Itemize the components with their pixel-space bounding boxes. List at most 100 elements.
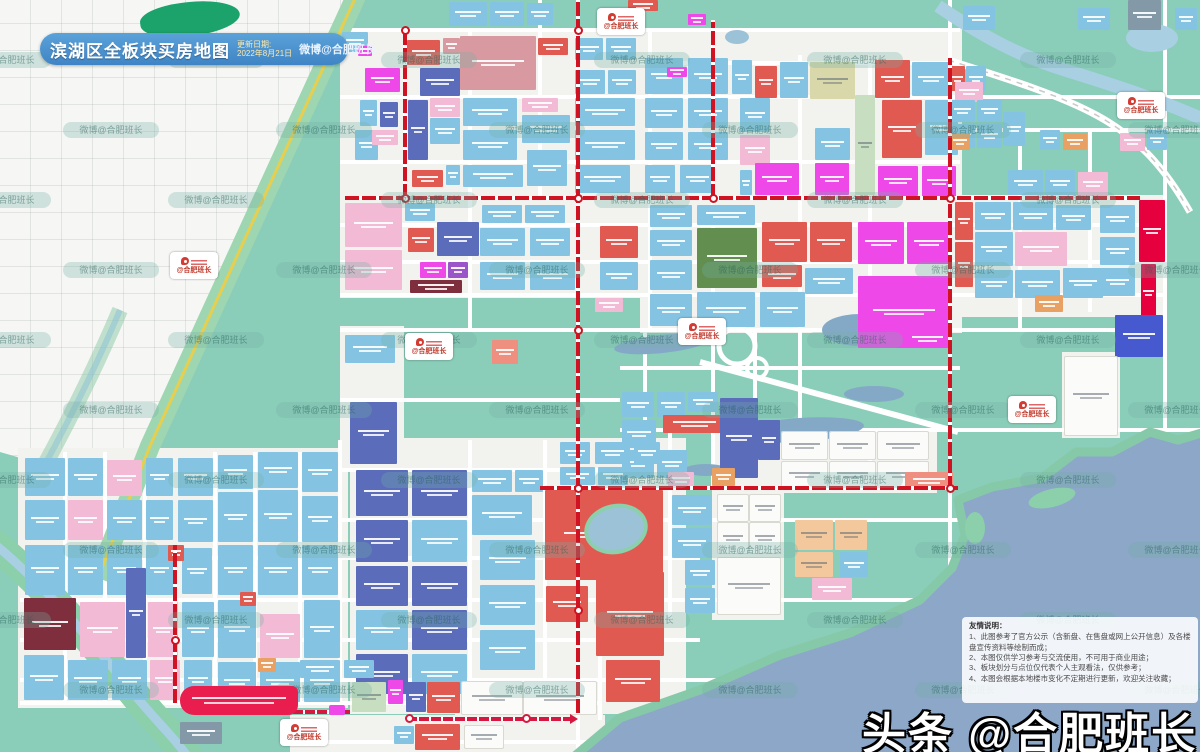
- red-road: [711, 22, 715, 198]
- map-block: [688, 58, 728, 94]
- map-block: [668, 472, 694, 488]
- map-block: [685, 560, 715, 585]
- map-block: [25, 500, 65, 540]
- highlight-area: [180, 686, 298, 715]
- map-block: [606, 660, 660, 702]
- map-block: [812, 578, 852, 600]
- map-block: [449, 2, 487, 26]
- notes-box: 友情说明： 1、此图参考了官方公示（含新盘、在售盘或网上公开信息）及各楼盘宣传资…: [962, 617, 1198, 703]
- notes-item: 1、此图参考了官方公示（含新盘、在售盘或网上公开信息）及各楼盘宣传资料等绘制而成…: [969, 632, 1191, 652]
- watermark-pill: 微博@合肥班长: [807, 612, 903, 628]
- map-block: [527, 3, 553, 25]
- watermark-pill: 微博@合肥班长: [807, 52, 903, 68]
- watermark-pill: 微博@合肥班长: [0, 332, 51, 348]
- map-block: [345, 335, 395, 363]
- map-block: [1008, 170, 1043, 195]
- stamp-platform-lines: [426, 338, 442, 346]
- credit-stamp: @合肥班长: [280, 719, 328, 746]
- red-road: [576, 0, 580, 713]
- map-block: [68, 500, 103, 540]
- map-block: [912, 62, 950, 96]
- road-junction: [574, 484, 583, 493]
- watermark-pill: 微博@合肥班长: [63, 542, 159, 558]
- map-block: [68, 660, 108, 700]
- map-block: [344, 660, 374, 678]
- road: [20, 678, 960, 682]
- map-block: [1064, 356, 1118, 436]
- map-block: [955, 242, 973, 287]
- map-block: [218, 455, 253, 489]
- map-block: [218, 492, 253, 542]
- map-block: [388, 680, 403, 704]
- map-block: [1056, 205, 1091, 230]
- map-block: [882, 100, 922, 158]
- map-block: [740, 170, 752, 195]
- map-block: [977, 100, 1002, 122]
- red-road: [948, 58, 952, 490]
- map-block: [146, 458, 173, 496]
- update-date: 更新日期: 2022年8月21日: [237, 40, 292, 58]
- watermark-pill: 微博@合肥班长: [702, 542, 798, 558]
- map-block: [405, 203, 435, 221]
- map-block: [1045, 170, 1075, 195]
- watermark-pill: 微博@合肥班长: [489, 542, 585, 558]
- map-block: [218, 545, 253, 595]
- map-block: [410, 280, 462, 293]
- map-block: [302, 496, 338, 542]
- map-block: [480, 228, 525, 256]
- watermark-pill: 微博@合肥班长: [489, 262, 585, 278]
- road: [468, 440, 472, 680]
- map-block: [380, 102, 398, 127]
- map-block: [420, 68, 460, 96]
- weibo-eye-icon: [291, 724, 299, 732]
- watermark-pill: 微博@合肥班长: [168, 332, 264, 348]
- map-block: [858, 222, 904, 264]
- stamp-platform-lines: [699, 323, 715, 331]
- red-road: [403, 30, 407, 198]
- map-block: [663, 415, 726, 433]
- road-junction: [574, 194, 583, 203]
- map-block: [575, 165, 630, 193]
- map-block: [749, 522, 781, 554]
- credit-stamp: @合肥班长: [1008, 396, 1056, 423]
- map-block: [1100, 268, 1135, 296]
- metro-arrow: [570, 714, 578, 724]
- road: [340, 28, 960, 32]
- map-block: [878, 166, 918, 196]
- watermark-pill: 微博@合肥班长: [702, 122, 798, 138]
- map-block: [448, 262, 468, 278]
- title-banner: 滨湖区全板块买房地图 更新日期: 2022年8月21日 微博@合肥班长: [40, 33, 376, 65]
- map-block: [688, 98, 728, 128]
- update-label: 更新日期:: [237, 40, 272, 49]
- map-block: [463, 130, 517, 160]
- map-block: [955, 202, 973, 240]
- watermark-pill: 微博@合肥班长: [915, 542, 1011, 558]
- map-block: [107, 500, 142, 540]
- map-block: [480, 630, 535, 670]
- map-block: [575, 70, 605, 94]
- map-block: [955, 82, 983, 102]
- map-block: [350, 402, 397, 464]
- map-block: [622, 392, 654, 417]
- watermark-pill: 微博@合肥班长: [702, 402, 798, 418]
- map-block: [406, 682, 426, 712]
- map-block: [810, 222, 852, 262]
- watermark-pill: 微博@合肥班长: [168, 192, 264, 208]
- map-block: [408, 100, 428, 160]
- map-block: [596, 572, 664, 656]
- watermark-pill: 微博@合肥班长: [1020, 192, 1116, 208]
- map-block: [182, 602, 214, 657]
- map-block: [575, 130, 635, 160]
- map-block: [530, 262, 575, 290]
- map-block: [546, 586, 588, 622]
- watermark-pill: 微博@合肥班长: [1128, 262, 1200, 278]
- map-block: [950, 100, 975, 122]
- map-block: [24, 598, 76, 650]
- map-block: [1100, 205, 1135, 233]
- stamp-handle: @合肥班长: [684, 332, 720, 340]
- watermark-pill: 微博@合肥班长: [489, 402, 585, 418]
- watermark-pill: 微博@合肥班长: [594, 332, 690, 348]
- map-block: [443, 38, 460, 54]
- map-block: [258, 545, 298, 595]
- red-road: [173, 545, 177, 703]
